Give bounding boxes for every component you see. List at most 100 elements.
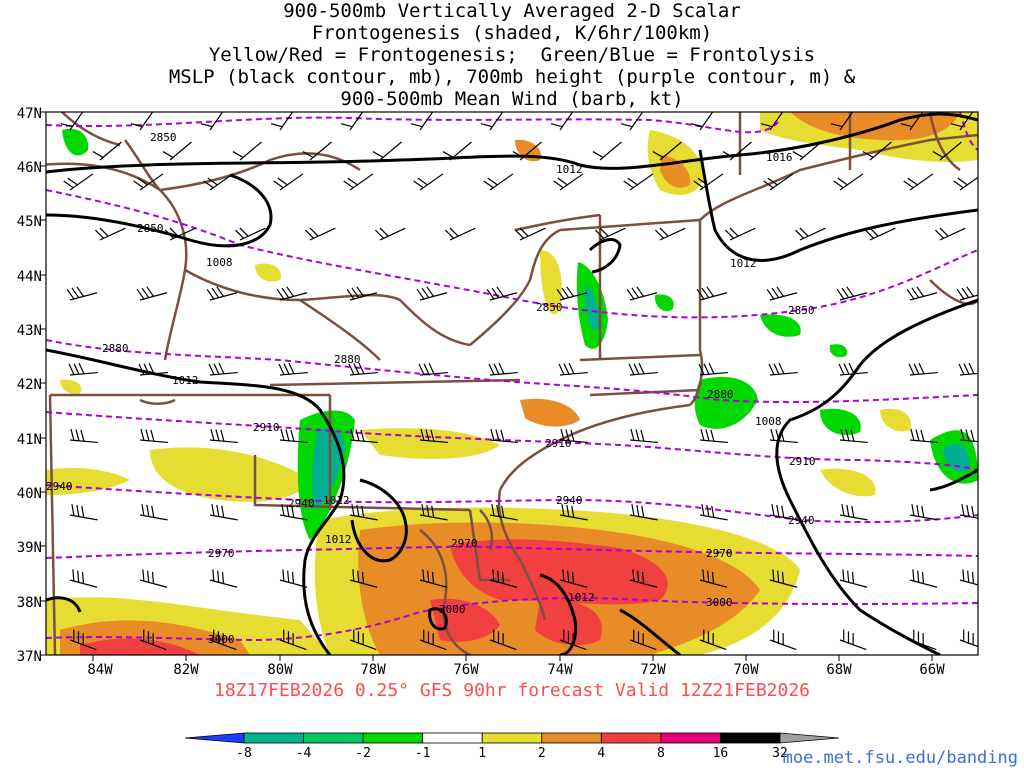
wind-barb xyxy=(909,504,938,521)
wind-barb xyxy=(792,141,822,161)
wind-barb xyxy=(489,629,517,651)
wind-barb xyxy=(862,141,892,161)
wind-barb xyxy=(699,428,728,444)
wind-barb xyxy=(769,569,798,588)
wind-barb xyxy=(232,141,262,161)
wind-barb xyxy=(959,569,978,588)
wind-barb xyxy=(768,362,798,376)
lon-label: 82W xyxy=(173,662,199,678)
wind-barb xyxy=(442,141,472,161)
wind-barb xyxy=(349,504,378,521)
wind-barb xyxy=(349,428,378,444)
mslp-label: 1012 xyxy=(730,257,757,270)
height-label: 2880 xyxy=(707,388,734,401)
political-borders xyxy=(46,112,978,655)
wind-barb xyxy=(766,286,798,301)
wind-barb xyxy=(839,569,868,588)
wind-barb xyxy=(94,227,126,241)
height-label: 2910 xyxy=(789,455,816,468)
frontolysis-shading xyxy=(62,128,978,540)
wind-barb xyxy=(200,112,227,131)
mslp-label: 1012 xyxy=(568,591,595,604)
colorbar-label: -8 xyxy=(236,746,252,761)
colorbar-swatch xyxy=(481,732,543,744)
wind-barb xyxy=(769,504,798,521)
wind-barb xyxy=(136,286,168,301)
wind-barb xyxy=(628,362,658,376)
wind-barb xyxy=(279,428,308,444)
wind-barb xyxy=(69,504,98,521)
lat-label: 38N xyxy=(17,595,42,611)
wind-barb xyxy=(903,173,934,191)
wind-barb xyxy=(444,227,476,241)
wind-barb xyxy=(133,173,164,191)
wind-barb xyxy=(206,286,238,301)
wind-barb xyxy=(480,112,507,131)
height-label: 2910 xyxy=(253,421,280,434)
wind-barb xyxy=(699,629,727,651)
height-label: 2970 xyxy=(451,537,478,550)
credit-link[interactable]: moe.met.fsu.edu/banding xyxy=(782,748,1018,768)
mslp-label: 1008 xyxy=(206,256,233,269)
wind-barb xyxy=(909,569,938,588)
height-label: 3000 xyxy=(439,603,466,616)
wind-barb xyxy=(418,362,448,376)
wind-barb xyxy=(162,141,192,161)
wind-barb xyxy=(690,112,717,131)
chart-title: 900-500mb Vertically Averaged 2-D Scalar… xyxy=(0,0,1024,110)
lon-label: 68W xyxy=(826,662,852,678)
forecast-valid-line: 18Z17FEB2026 0.25° GFS 90hr forecast Val… xyxy=(213,680,811,701)
wind-barb xyxy=(724,227,756,241)
wind-barb xyxy=(130,112,157,131)
wind-barb xyxy=(769,629,797,651)
lat-label: 37N xyxy=(17,649,42,665)
wind-barb xyxy=(209,428,238,444)
title-line-1: 900-500mb Vertically Averaged 2-D Scalar xyxy=(283,0,741,22)
wind-barb xyxy=(349,629,377,651)
colorbar-label: 8 xyxy=(657,746,665,761)
lon-label: 84W xyxy=(87,662,113,678)
wind-barb xyxy=(68,362,98,376)
lat-label: 47N xyxy=(17,106,42,122)
wind-barb xyxy=(698,362,728,376)
lat-label: 40N xyxy=(17,486,42,502)
wind-barb xyxy=(953,173,978,191)
mslp-contour-labels: 1012 1016 1008 1012 1012 1008 1012 1012 … xyxy=(172,151,793,604)
wind-barb xyxy=(276,286,308,301)
lon-label: 66W xyxy=(919,662,945,678)
lon-axis: 84W 82W 80W 78W 76W 74W 72W 70W 68W 66W xyxy=(87,662,945,678)
wind-barb xyxy=(629,569,658,588)
wind-barb xyxy=(419,569,448,588)
height-label: 2850 xyxy=(536,301,563,314)
mslp-label: 1012 xyxy=(323,494,350,507)
colorbar-swatch xyxy=(243,732,304,744)
height-label: 3000 xyxy=(706,596,733,609)
wind-barb xyxy=(416,286,448,301)
wind-barb xyxy=(203,173,234,191)
wind-barb xyxy=(410,112,437,131)
wind-barb xyxy=(958,362,978,376)
height-label: 2880 xyxy=(102,342,129,355)
wind-barb xyxy=(488,362,518,376)
height-label: 2910 xyxy=(545,437,572,450)
wind-barb xyxy=(769,428,798,444)
wind-barb xyxy=(559,629,587,651)
title-line-4: MSLP (black contour, mb), 700mb height (… xyxy=(168,66,856,88)
colorbar-right-arrow xyxy=(779,732,840,744)
wind-barb xyxy=(909,629,937,651)
colorbar-label: 2 xyxy=(538,746,546,761)
wind-barbs xyxy=(60,112,978,651)
mslp-label: 1008 xyxy=(755,415,782,428)
wind-barb xyxy=(550,112,577,131)
wind-barb xyxy=(60,112,87,131)
lat-label: 42N xyxy=(17,377,42,393)
wind-barb xyxy=(69,428,98,444)
wind-barb xyxy=(66,286,98,301)
colorbar-label: -4 xyxy=(296,746,312,761)
wind-barb xyxy=(349,569,378,588)
wind-barb xyxy=(722,141,752,161)
lat-label: 43N xyxy=(17,323,42,339)
mslp-label: 1012 xyxy=(172,374,199,387)
colorbar-label: -1 xyxy=(415,746,431,761)
wind-barb xyxy=(594,227,626,241)
